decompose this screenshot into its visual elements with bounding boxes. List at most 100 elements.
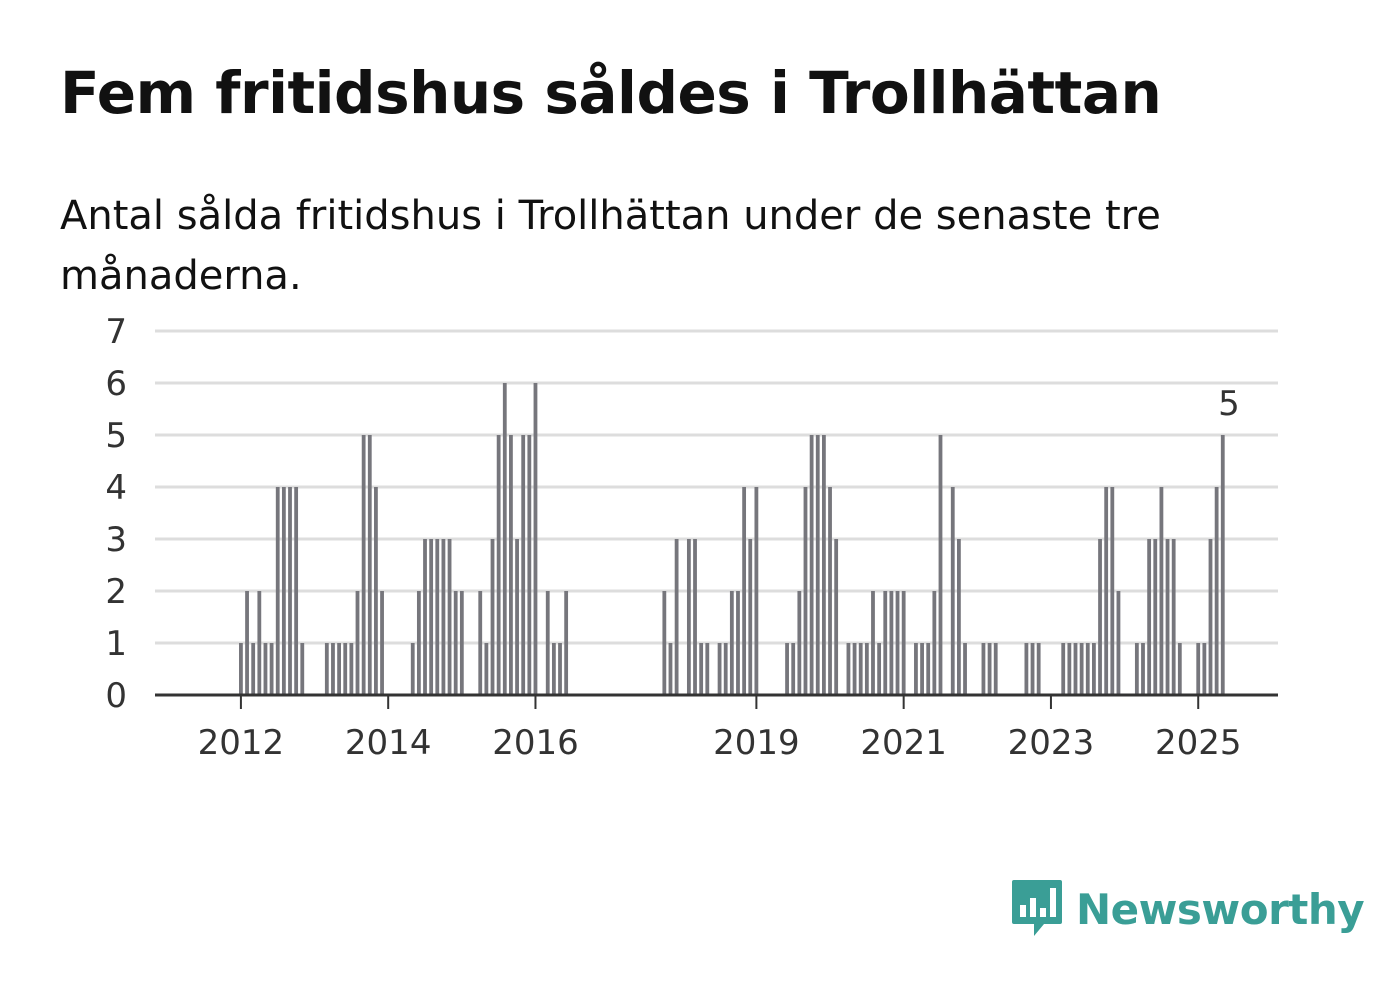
brand-name: Newsworthy [1076,884,1365,934]
bar [993,643,998,695]
bar [1024,643,1029,695]
bar [815,435,820,695]
bar [337,643,342,695]
bar [705,643,710,695]
y-tick-label: 4 [105,468,127,508]
bar [251,643,256,695]
bar [509,435,513,695]
bar [748,539,753,695]
bar [1091,643,1096,695]
bar-chart-speech-bubble-icon [1012,880,1062,936]
bar [736,591,740,695]
bar [914,643,918,695]
bar [821,435,826,695]
bar [1208,539,1213,695]
bar [416,591,421,695]
bar [447,539,452,695]
x-tick-label: 2012 [198,723,285,763]
bar [435,539,440,695]
bar [1073,643,1078,695]
bar [484,643,489,695]
bar [502,383,507,695]
chart-subtitle: Antal sålda fritidshus i Trollhättan und… [60,193,1161,299]
bar [791,643,796,695]
bar [729,591,734,695]
x-tick-label: 2016 [492,723,579,763]
bar [1141,643,1145,695]
bar [797,591,802,695]
bar [938,435,943,695]
bar [288,487,292,695]
bar [1177,643,1182,695]
bar [1153,539,1158,695]
bar [883,591,888,695]
bar [1196,643,1201,695]
bar [459,591,464,695]
bar [871,591,875,695]
highlight-value-label: 5 [1218,384,1240,424]
bar [809,435,814,695]
bar [1220,435,1225,695]
bar [956,539,961,695]
bar [558,643,562,695]
bar [1079,643,1084,695]
labels: 0 1 2 3 4 5 6 7 5 2012 2014 2016 2019 2021 2023 2025 [105,312,1241,763]
y-tick-label: 7 [105,312,127,352]
bar [275,487,280,695]
x-tick-label: 2025 [1155,723,1242,763]
bar [693,539,697,695]
bar [324,643,329,695]
bar [686,539,691,695]
bar [723,643,728,695]
bar [380,591,384,695]
bar [1030,643,1035,695]
bar [429,539,434,695]
newsworthy-logo: Newsworthy [1010,878,1365,940]
bar [1116,591,1121,695]
bar [1110,487,1115,695]
bar [858,643,863,695]
x-tick-label: 2014 [345,723,432,763]
bar [490,539,495,695]
bar [239,643,243,695]
bar [1036,643,1041,695]
bar [1171,539,1176,695]
bar [846,643,851,695]
bar [1134,643,1139,695]
bar [852,643,857,695]
bar [717,643,722,695]
bar [1104,487,1109,695]
axes [155,693,1278,709]
bar [269,643,274,695]
bar [533,383,538,695]
bar [662,591,667,695]
bar [1159,487,1164,695]
bar [545,591,550,695]
bar [564,591,569,695]
bar [1085,643,1090,695]
bar [294,487,299,695]
bar [785,643,789,695]
bar [1061,643,1066,695]
bar [1214,487,1219,695]
bar [496,435,501,695]
y-tick-label: 2 [105,572,127,612]
bar [926,643,931,695]
gridlines [155,329,1278,645]
bar [834,539,839,695]
bar [754,487,759,695]
bar [257,591,262,695]
chart-title: Fem fritidshus såldes i Trollhättan [60,59,1162,127]
bar [441,539,446,695]
y-tick-label: 3 [105,520,127,560]
bar [803,487,808,695]
bar [674,539,679,695]
bar [963,643,967,695]
bar [987,643,992,695]
bar [551,643,556,695]
bar [932,591,937,695]
x-tick-label: 2023 [1008,723,1095,763]
bar [331,643,335,695]
bars [239,383,1225,695]
